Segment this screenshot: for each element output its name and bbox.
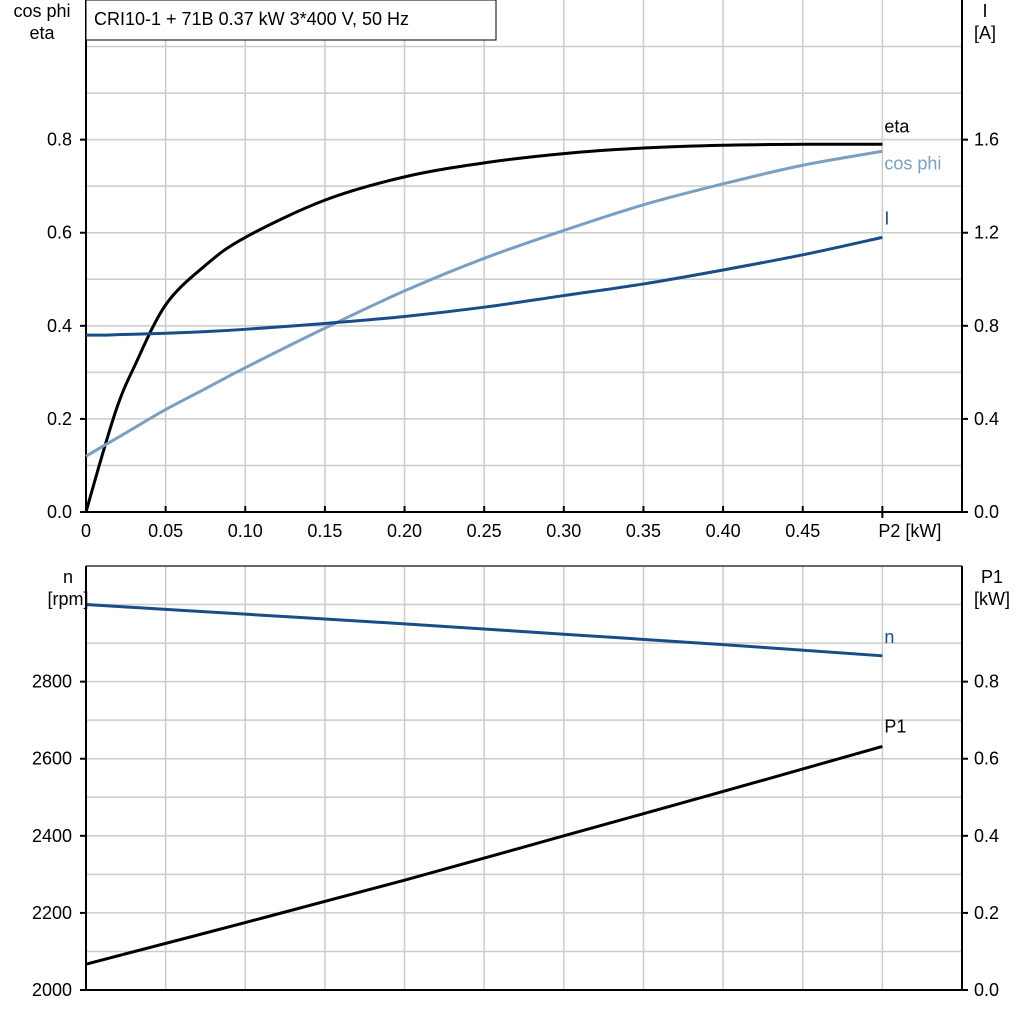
y-right-tick-label: 0.8 [974,672,999,692]
series-label-p1: P1 [884,716,906,736]
y-right-axis-title: I [982,1,987,21]
y-left-axis-title: n [63,567,73,587]
x-tick-label: 0.20 [387,521,422,541]
series-label-eta: eta [884,116,910,136]
y-left-tick-label: 2800 [32,672,72,692]
y-left-tick-label: 0.8 [47,130,72,150]
x-axis-title: P2 [kW] [878,521,941,541]
y-right-axis-title: [A] [974,23,996,43]
y-right-tick-label: 0.0 [974,980,999,1000]
x-tick-label: 0.35 [626,521,661,541]
series-line-p1 [85,744,883,966]
y-right-tick-label: 1.6 [974,130,999,150]
series-line-n [85,603,883,658]
y-left-tick-label: 0.6 [47,223,72,243]
y-right-axis-title: [kW] [974,589,1010,609]
x-tick-label: 0.15 [307,521,342,541]
y-right-tick-label: 0.6 [974,749,999,769]
x-tick-label: 0.40 [706,521,741,541]
y-right-tick-label: 0.0 [974,502,999,522]
y-right-tick-label: 0.8 [974,316,999,336]
y-left-tick-label: 2600 [32,749,72,769]
series-label-cos-phi: cos phi [884,153,941,173]
title-box [85,0,497,41]
y-left-tick-label: 0.4 [47,316,72,336]
x-tick-label: 0.25 [467,521,502,541]
y-left-tick-label: 2200 [32,903,72,923]
x-tick-label: 0.45 [785,521,820,541]
x-tick-label: 0.30 [546,521,581,541]
x-tick-label: 0.10 [228,521,263,541]
y-right-tick-label: 0.2 [974,903,999,923]
series-label-i: I [884,208,889,228]
y-right-tick-label: 1.2 [974,223,999,243]
series-line-i [85,235,883,337]
y-right-tick-label: 0.4 [974,409,999,429]
y-left-tick-label: 2000 [32,980,72,1000]
y-right-tick-label: 0.4 [974,826,999,846]
y-left-axis-title: [rpm] [47,589,88,609]
y-left-tick-label: 2400 [32,826,72,846]
x-tick-label: 0.05 [148,521,183,541]
y-left-tick-label: 0.2 [47,409,72,429]
series-line-cos-phi [85,149,883,458]
series-line-eta [84,142,883,513]
y-left-tick-label: 0.0 [47,502,72,522]
y-right-axis-title: P1 [981,567,1003,587]
y-left-axis-title: eta [29,23,55,43]
y-left-axis-title: cos phi [13,1,70,21]
x-tick-label: 0 [81,521,91,541]
series-label-n: n [884,627,894,647]
chart-title: CRI10-1 + 71B 0.37 kW 3*400 V, 50 Hz [94,9,409,29]
